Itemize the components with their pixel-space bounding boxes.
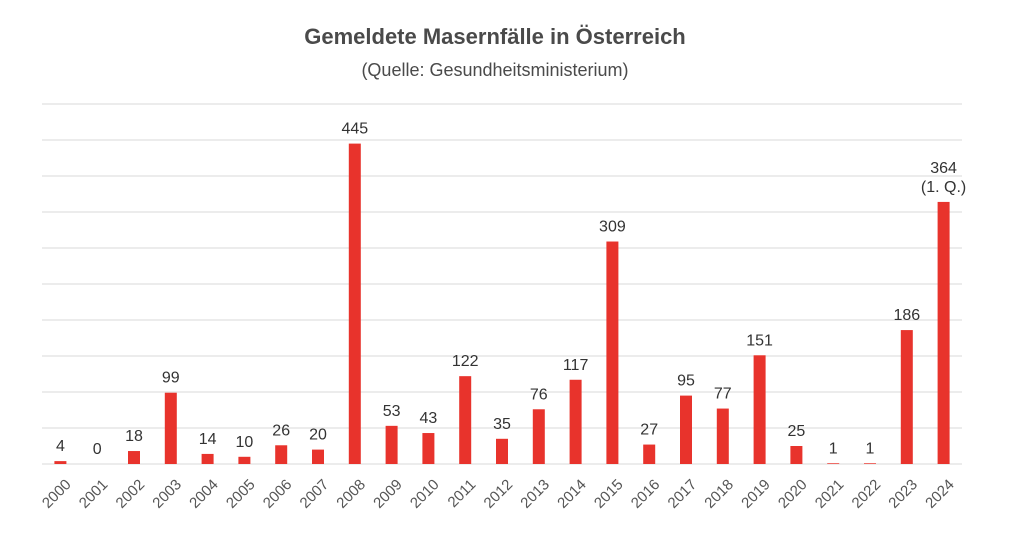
data-label-2023: 186 [893,307,920,324]
bar-2010 [422,433,435,464]
x-tick-label-2001: 2001 [76,476,112,512]
data-label-2005: 10 [236,434,254,451]
x-tick-label-2012: 2012 [481,476,517,512]
data-label-2018: 77 [714,386,732,403]
x-tick-label-2008: 2008 [333,476,369,512]
data-label-2004: 14 [199,431,217,448]
bar-2011 [459,376,472,464]
data-label-2015: 309 [599,219,626,236]
chart-title: Gemeldete Masernfälle in Österreich [304,24,686,49]
data-label-2017: 95 [677,373,695,390]
data-label-2016: 27 [640,422,658,439]
bar-2000 [54,461,67,464]
x-tick-label-2018: 2018 [701,476,737,512]
data-label-2014: 117 [563,357,589,374]
x-tick-label-2021: 2021 [812,476,848,512]
bar-2014 [569,379,582,464]
data-label-2024-line2: (1. Q.) [921,179,966,196]
data-label-2009: 53 [383,403,401,420]
bar-2018 [716,408,729,464]
x-tick-label-2007: 2007 [297,476,333,512]
x-tick-label-2003: 2003 [149,476,185,512]
bar-2008 [348,143,361,464]
data-label-2022: 1 [866,440,875,457]
x-tick-label-2020: 2020 [775,476,811,512]
bar-2009 [385,425,398,464]
bar-2003 [164,392,177,464]
x-tick-label-2009: 2009 [370,476,406,512]
data-label-2007: 20 [309,427,327,444]
chart-subtitle: (Quelle: Gesundheitsministerium) [361,60,629,80]
x-tick-label-2002: 2002 [113,476,149,512]
bar-2017 [680,395,692,464]
bar-2012 [496,438,508,464]
data-label-2010: 43 [420,410,438,427]
bar-2004 [201,453,214,464]
bar-2021 [827,463,840,464]
x-tick-label-2011: 2011 [445,476,480,511]
bar-2019 [753,355,766,464]
data-label-2012: 35 [493,416,511,433]
x-tick-label-2015: 2015 [591,476,627,512]
x-tick-label-2023: 2023 [885,476,921,512]
x-tick-label-2014: 2014 [554,476,590,512]
data-label-2020: 25 [788,423,806,440]
x-tick-label-2010: 2010 [407,476,443,512]
x-tick-label-2000: 2000 [39,476,75,512]
x-tick-label-2005: 2005 [223,476,259,512]
bar-2022 [864,463,876,464]
data-label-2019: 151 [746,332,773,349]
bar-2007 [312,449,324,464]
data-label-2011: 122 [452,353,479,370]
data-label-2002: 18 [125,428,143,445]
x-tick-label-2019: 2019 [738,476,774,512]
data-label-2000: 4 [56,438,65,455]
x-tick-label-2004: 2004 [186,476,222,512]
data-label-2001: 0 [93,441,102,458]
bar-2020 [790,446,803,464]
x-tick-label-2016: 2016 [628,476,664,512]
data-label-2008: 445 [341,121,368,138]
bar-2006 [275,445,288,464]
bar-2016 [643,444,656,464]
bar-2013 [532,409,545,464]
bar-2005 [238,456,251,464]
data-label-2003: 99 [162,370,180,387]
data-label-2006: 26 [272,422,290,439]
data-label-2013: 76 [530,386,548,403]
bar-2024 [937,201,950,465]
x-tick-label-2017: 2017 [665,476,701,512]
bar-2015 [606,241,619,464]
data-label-2021: 1 [829,440,838,457]
x-tick-label-2024: 2024 [922,476,958,512]
x-tick-label-2022: 2022 [849,476,885,512]
bar-2002 [128,451,140,464]
bar-2023 [900,330,913,464]
x-tick-label-2006: 2006 [260,476,296,512]
x-tick-label-2013: 2013 [517,476,553,512]
data-label-2024-line1: 364 [930,160,957,177]
